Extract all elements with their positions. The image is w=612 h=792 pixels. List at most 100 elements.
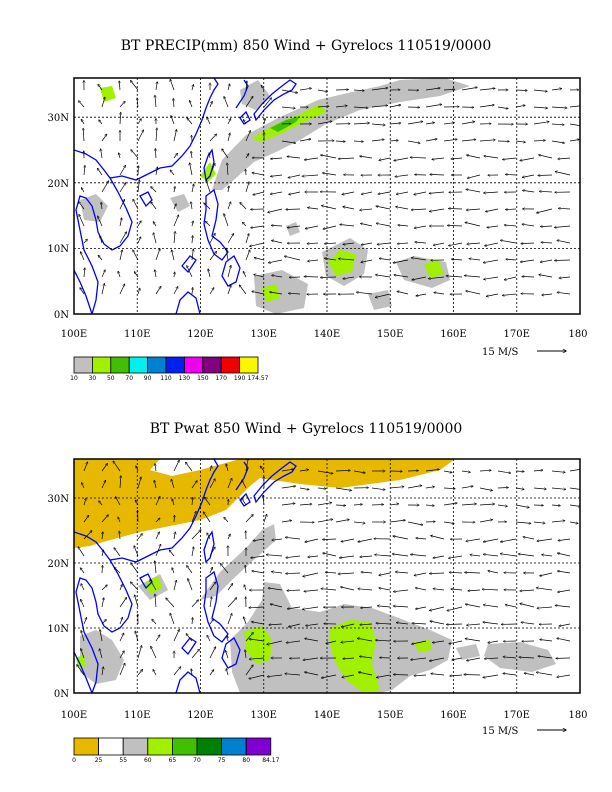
- wind-vector: [287, 225, 301, 228]
- wind-vector: [485, 242, 499, 246]
- wind-vector: [191, 481, 197, 489]
- wind-vector: [353, 107, 368, 108]
- wind-vector: [339, 259, 355, 261]
- wind-vector: [80, 288, 85, 295]
- x-tick-label: 150E: [377, 710, 403, 721]
- wind-vector: [533, 89, 547, 91]
- wind-vector: [190, 163, 193, 176]
- wind-vector: [317, 106, 329, 107]
- wind-vector: [466, 209, 481, 210]
- wind-vector: [483, 538, 499, 542]
- wind-vector: [306, 623, 319, 626]
- wind-vector: [264, 118, 265, 125]
- wind-vector: [155, 594, 156, 608]
- wind-vector: [249, 674, 265, 679]
- wind-vector: [411, 554, 427, 557]
- wind-vector: [376, 206, 391, 210]
- coastline-japan: [253, 79, 297, 122]
- wind-vector: [81, 631, 85, 642]
- coastline-indochina: [75, 559, 133, 693]
- wind-vector: [483, 554, 499, 557]
- coastline-asia-mainland: [74, 78, 219, 181]
- wind-vector: [302, 175, 319, 176]
- wind-vector: [321, 155, 337, 159]
- wind-vector: [449, 209, 463, 210]
- wind-vector: [376, 623, 391, 624]
- wind-vector: [483, 259, 499, 263]
- wind-vector: [446, 624, 463, 625]
- wind-vector: [77, 665, 85, 676]
- wind-vector: [497, 106, 508, 109]
- wind-vector: [114, 548, 121, 557]
- wind-vector: [209, 479, 215, 489]
- wind-vector: [361, 242, 373, 245]
- wind-vector: [497, 505, 507, 506]
- wind-vector: [251, 555, 265, 558]
- wind-vector: [343, 242, 355, 244]
- wind-vector: [416, 293, 427, 296]
- wind-vector: [98, 84, 103, 91]
- wind-vector: [559, 623, 571, 626]
- wind-vector: [242, 480, 247, 489]
- wind-vector: [343, 276, 355, 279]
- wind-vector: [483, 622, 499, 625]
- wind-vector: [541, 226, 553, 227]
- wind-vector: [250, 242, 265, 246]
- coastline-philippines-south: [221, 637, 241, 669]
- wind-vector: [299, 88, 311, 91]
- precip-map-panel: 100E 110E 120E 130E 140E 150E 160E 170E …: [48, 77, 588, 382]
- wind-vector: [171, 116, 175, 125]
- wind-vector: [303, 606, 319, 609]
- wind-vector: [483, 605, 499, 608]
- y-tick-label: 10N: [48, 244, 70, 255]
- wind-vector: [502, 293, 517, 295]
- wind-vector: [324, 258, 337, 261]
- wind-vector: [342, 191, 355, 195]
- wind-vector: [466, 538, 481, 541]
- wind-vector: [503, 673, 517, 676]
- wind-vector: [173, 130, 177, 142]
- wind-vector: [102, 565, 103, 574]
- wind-vector: [357, 292, 373, 295]
- wind-vector: [131, 563, 139, 574]
- wind-vector: [169, 550, 175, 557]
- x-tick-label: 160E: [440, 710, 466, 721]
- wind-vector: [335, 505, 346, 506]
- wind-vector: [209, 567, 213, 574]
- wind-vector: [536, 672, 553, 676]
- wind-vector: [187, 566, 193, 574]
- colorbar-swatch: [165, 356, 185, 374]
- wind-vector: [206, 180, 211, 193]
- wind-vector: [116, 497, 121, 506]
- wind-vector: [188, 579, 193, 591]
- wind-vector: [304, 277, 319, 278]
- wind-vector: [174, 232, 175, 244]
- wind-vector: [100, 236, 103, 244]
- wind-vector: [134, 546, 139, 557]
- wind-vector: [209, 647, 216, 659]
- wind-vector: [396, 207, 409, 210]
- wind-vector: [220, 564, 229, 574]
- x-tick-label: 100E: [61, 329, 87, 340]
- wind-vector: [497, 488, 508, 489]
- wind-vector: [360, 156, 373, 159]
- precip-region-gray: [254, 270, 308, 314]
- wind-vector: [172, 568, 175, 574]
- wind-vector: [465, 604, 481, 608]
- wind-vector: [325, 572, 337, 573]
- wind-vector: [204, 203, 211, 210]
- wind-vector: [174, 187, 175, 193]
- wind-vector: [192, 249, 193, 261]
- wind-vector: [371, 505, 384, 506]
- wind-vector: [254, 275, 265, 278]
- wind-vector: [222, 149, 229, 159]
- wind-vector: [520, 590, 535, 591]
- colorbar-label: 55: [119, 757, 127, 764]
- wind-vector: [119, 531, 120, 540]
- wind-vector: [431, 536, 445, 540]
- wind-vector: [467, 155, 481, 159]
- wind-vector: [321, 674, 337, 678]
- wind-vector: [558, 158, 571, 159]
- wind-vector: [551, 89, 562, 91]
- wind-vector: [487, 225, 499, 228]
